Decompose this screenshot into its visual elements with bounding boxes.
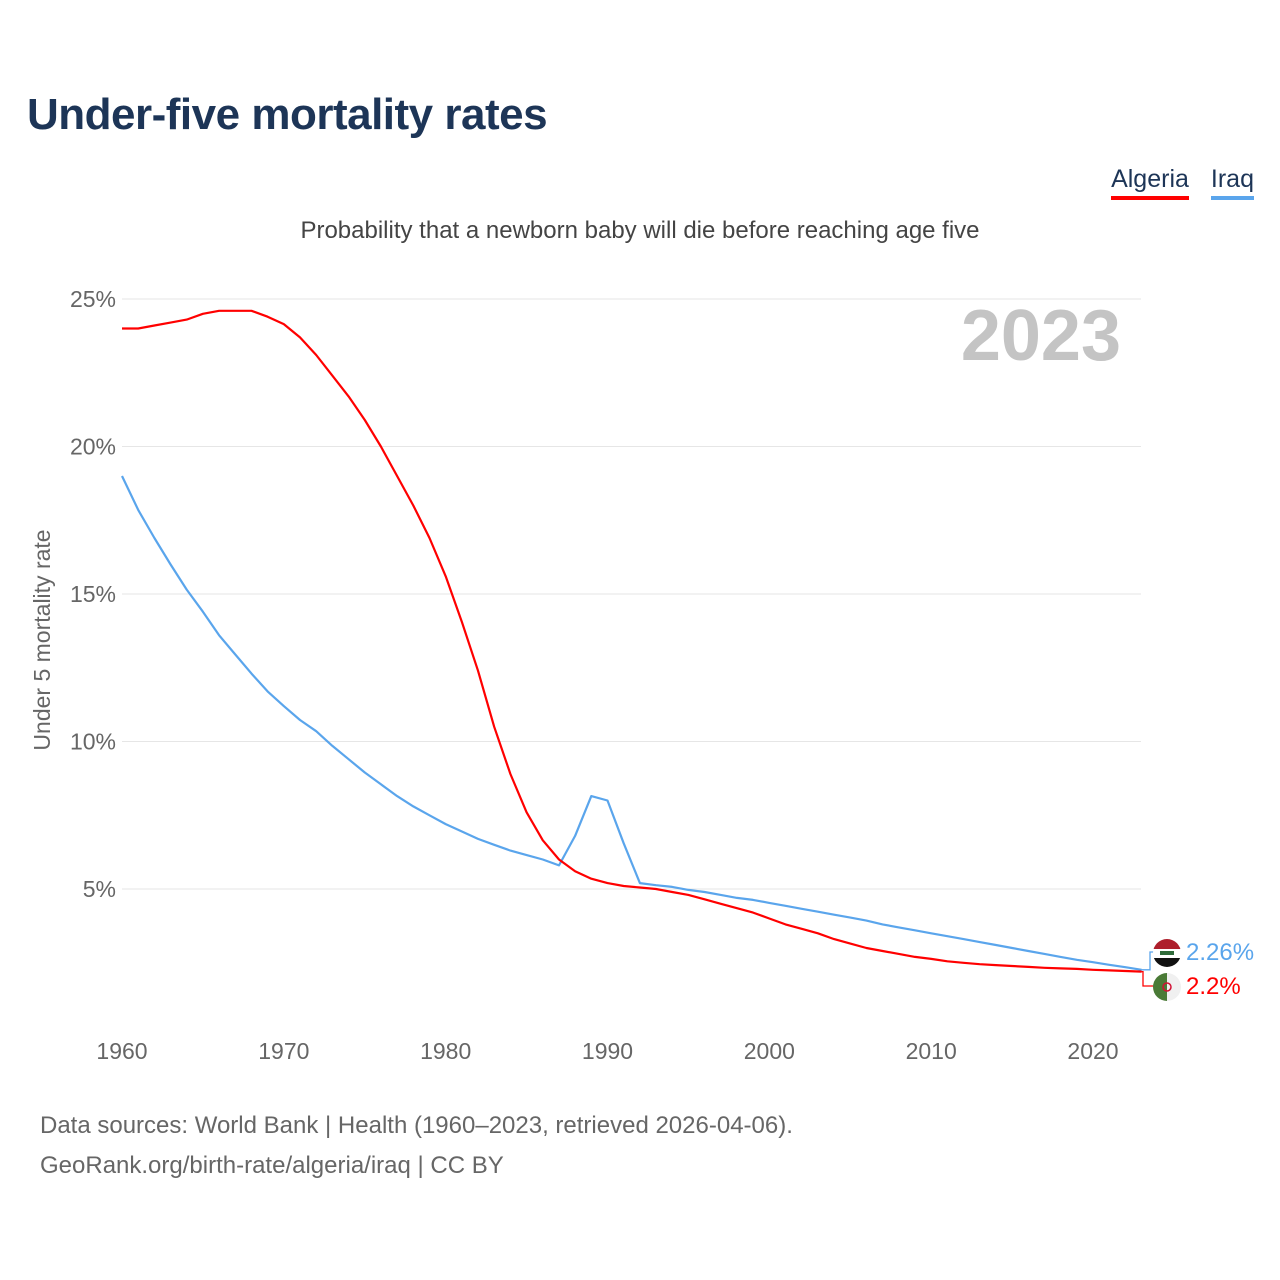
series-line-algeria <box>122 309 1142 973</box>
y-tick-label: 15% <box>70 581 116 607</box>
year-watermark: 2023 <box>961 296 1121 376</box>
x-tick-label: 2000 <box>744 1038 795 1064</box>
source-note: Data sources: World Bank | Health (1960–… <box>40 1106 793 1186</box>
x-tick-label: 2020 <box>1067 1038 1118 1064</box>
y-tick-label: 5% <box>83 876 116 902</box>
x-tick-label: 2010 <box>906 1038 957 1064</box>
iraq-connector <box>1141 951 1156 971</box>
legend-item-algeria[interactable]: Algeria <box>1111 165 1189 200</box>
algeria-flag-icon <box>1153 973 1181 1001</box>
x-tick-label: 1990 <box>582 1038 633 1064</box>
y-tick-label: 25% <box>70 286 116 312</box>
x-tick-label: 1960 <box>96 1038 147 1064</box>
source-line-2[interactable]: GeoRank.org/birth-rate/algeria/iraq | CC… <box>40 1152 504 1179</box>
algeria-connector <box>1141 970 1156 987</box>
series-line-iraq <box>121 475 1142 971</box>
x-tick-label: 1970 <box>258 1038 309 1064</box>
legend-item-iraq[interactable]: Iraq <box>1210 165 1254 200</box>
legend: Algeria Iraq <box>1111 165 1254 200</box>
iraq-end-value: 2.26% <box>1186 939 1254 966</box>
algeria-end-value: 2.2% <box>1186 973 1241 1000</box>
chart-subtitle: Probability that a newborn baby will die… <box>300 217 980 244</box>
source-line-1: Data sources: World Bank | Health (1960–… <box>40 1112 793 1139</box>
y-tick-label: 20% <box>70 434 116 460</box>
iraq-flag-icon <box>1153 939 1181 967</box>
y-tick-label: 10% <box>70 729 116 755</box>
x-tick-label: 1980 <box>420 1038 471 1064</box>
y-axis-label: Under 5 mortality rate <box>29 529 55 750</box>
chart-title: Under-five mortality rates <box>27 90 548 139</box>
